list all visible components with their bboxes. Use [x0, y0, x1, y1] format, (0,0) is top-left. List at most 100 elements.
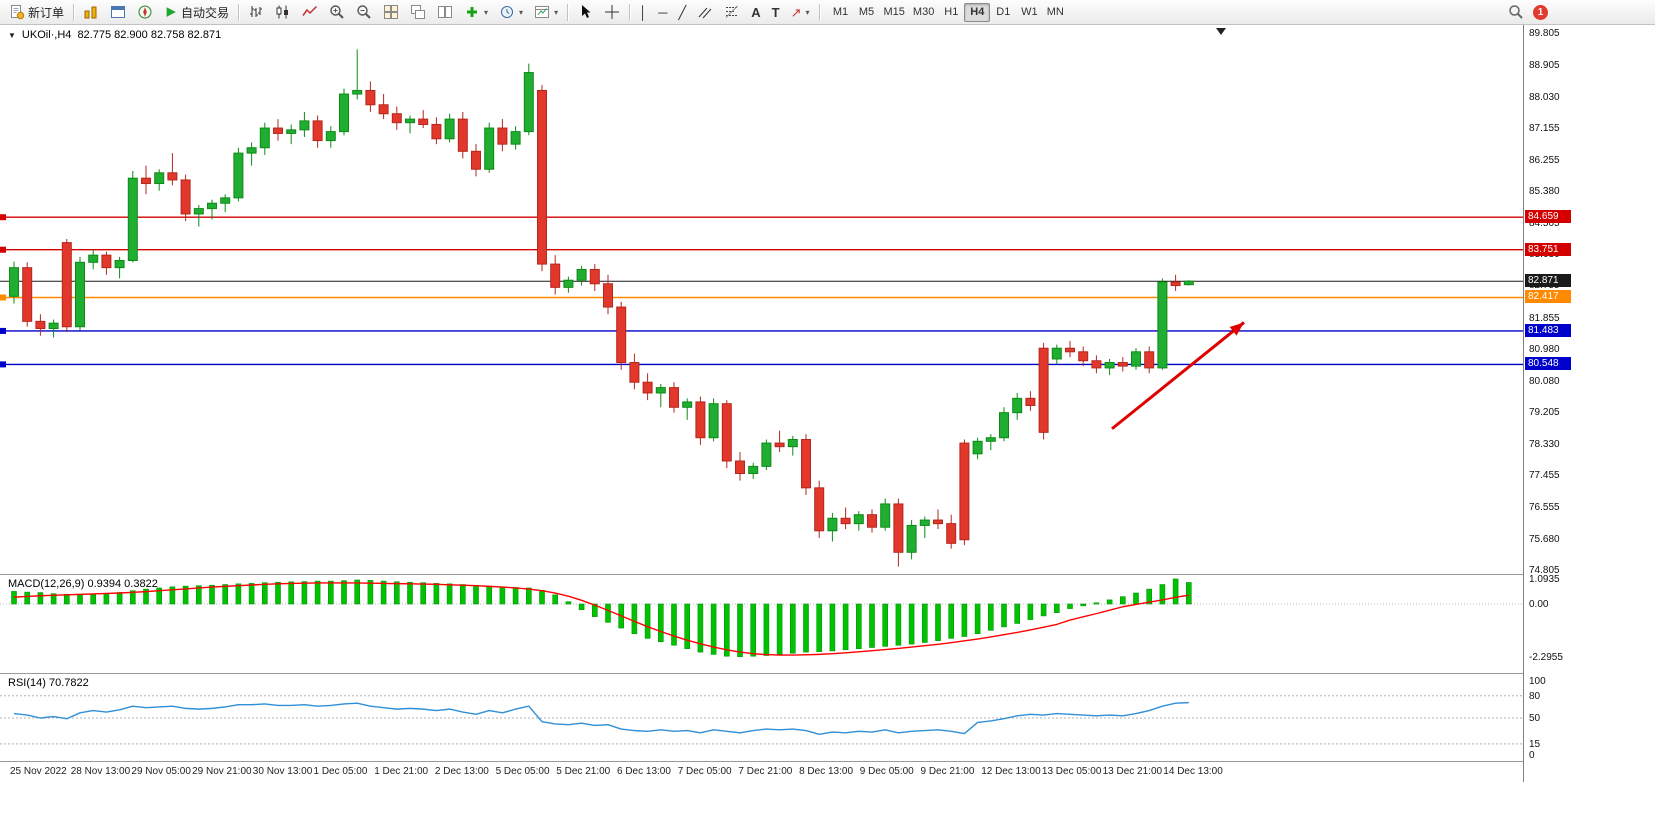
macd-histogram-bar [829, 603, 836, 652]
candle [339, 93, 349, 133]
template-button[interactable]: ▾ [529, 2, 563, 23]
tile-windows-button[interactable] [378, 2, 404, 23]
search-icon[interactable] [1508, 4, 1524, 20]
timeframe-d1[interactable]: D1 [990, 3, 1016, 22]
macd-histogram-bar [103, 593, 110, 605]
chart-ohlc-values: 82.775 82.900 82.758 82.871 [77, 29, 222, 41]
fibonacci-button[interactable] [719, 2, 745, 23]
price-tick-label: 81.855 [1529, 312, 1560, 324]
panel-divider[interactable] [0, 673, 1655, 674]
candle [1157, 281, 1168, 369]
time-tick-label: 6 Dec 13:00 [617, 766, 671, 777]
zoom-in-icon [330, 5, 344, 19]
macd-histogram-bar [1080, 603, 1086, 607]
horizontal-line-button[interactable]: ─ [653, 2, 672, 23]
trendline-icon: ╱ [678, 4, 687, 20]
time-tick-label: 9 Dec 05:00 [859, 766, 914, 777]
candle [444, 118, 455, 140]
panel-divider[interactable] [0, 761, 1655, 762]
macd-histogram-bar [11, 591, 17, 605]
price-badge[interactable]: 83.751 [1525, 242, 1571, 256]
bar-chart-button[interactable] [243, 2, 269, 23]
zoom-out-button[interactable] [351, 2, 377, 23]
arrows-button[interactable]: ↗ ▾ [786, 2, 815, 23]
new-order-icon [11, 5, 25, 20]
candle [787, 439, 798, 448]
candle [35, 320, 46, 330]
timeframe-h1[interactable]: H1 [938, 3, 964, 22]
candle [273, 127, 283, 134]
cursor-icon [582, 5, 591, 18]
macd-histogram-bar [1001, 603, 1007, 628]
macd-histogram-bar [182, 585, 189, 605]
time-tick-label: 12 Dec 13:00 [981, 766, 1041, 777]
timeframe-h4[interactable]: H4 [964, 2, 991, 22]
price-tick-label: 78.330 [1529, 438, 1560, 450]
macd-histogram-bar [367, 580, 374, 605]
timeframe-mn[interactable]: MN [1042, 3, 1068, 22]
trendline-button[interactable]: ╱ [673, 2, 691, 23]
cascade-windows-button[interactable] [405, 2, 431, 23]
market-watch-button[interactable] [78, 2, 104, 23]
price-axis[interactable]: 89.805 88.905 88.030 87.155 86.255 85.380 84.5… [1523, 25, 1655, 782]
notification-badge[interactable]: 1 [1533, 4, 1548, 20]
macd-histogram-bar [222, 584, 228, 605]
data-window-button[interactable] [105, 2, 131, 23]
price-tick-label: 75.680 [1529, 533, 1560, 545]
chart-menu-icon[interactable]: ▼ [8, 30, 16, 40]
navigator-button[interactable] [132, 2, 158, 23]
price-badge[interactable]: 82.871 [1525, 274, 1571, 288]
timeframe-w1[interactable]: W1 [1016, 3, 1042, 22]
candle [721, 403, 732, 462]
timeframe-m1[interactable]: M1 [828, 3, 854, 22]
cursor-button[interactable] [572, 2, 598, 23]
time-tick-label: 7 Dec 21:00 [738, 766, 793, 777]
price-panel[interactable]: ▼ UKOil·,H4 82.775 82.900 82.758 82.871 [0, 25, 1523, 574]
candle [1091, 360, 1102, 369]
toolbar-separator [818, 3, 820, 21]
candle [853, 514, 864, 525]
price-tick-label: 84.505 [1529, 217, 1560, 229]
macd-tick-label: 0.00 [1529, 599, 1549, 610]
rsi-line [13, 701, 1189, 735]
new-order-button[interactable]: 新订单 [4, 2, 69, 23]
price-badge[interactable]: 84.659 [1525, 210, 1571, 224]
text-label-button[interactable]: T [767, 2, 785, 23]
crosshair-button[interactable] [599, 2, 625, 23]
line-chart-button[interactable] [297, 2, 323, 23]
arrange-windows-button[interactable] [432, 2, 458, 23]
time-axis[interactable]: 25 Nov 2022 28 Nov 13:00 29 Nov 05:00 29 No… [0, 762, 1523, 782]
macd-histogram-bar [380, 580, 387, 605]
macd-panel[interactable]: MACD(12,26,9) 0.9394 0.3822 [0, 575, 1523, 673]
channel-button[interactable] [692, 2, 718, 23]
candle [946, 523, 957, 544]
scroll-position-marker[interactable] [1216, 28, 1226, 35]
zoom-in-button[interactable] [324, 2, 350, 23]
candle [563, 279, 574, 288]
timeframe-m5[interactable]: M5 [854, 3, 880, 22]
macd-histogram-bar [341, 580, 347, 605]
candle [299, 120, 310, 131]
price-badge[interactable]: 82.417 [1525, 290, 1571, 304]
price-badge[interactable]: 80.548 [1525, 357, 1571, 371]
add-indicator-button[interactable]: ▾ [459, 2, 493, 23]
candle [114, 260, 125, 269]
macd-histogram-bar [512, 587, 519, 605]
periods-button[interactable]: ▾ [494, 2, 528, 23]
macd-histogram-bar [737, 603, 743, 657]
candlestick-chart-button[interactable] [270, 2, 296, 23]
autotrading-button[interactable]: 自动交易 [159, 2, 234, 23]
timeframe-m30[interactable]: M30 [909, 3, 938, 22]
vertical-line-button[interactable]: │ [634, 2, 652, 23]
candle [893, 503, 904, 553]
text-button[interactable]: A [746, 2, 765, 23]
trend-arrow[interactable] [1111, 321, 1245, 430]
rsi-panel[interactable]: RSI(14) 70.7822 [0, 674, 1523, 761]
toolbar-separator [629, 3, 631, 21]
periods-clock-icon [501, 6, 514, 18]
macd-histogram-bar [578, 603, 585, 611]
price-tick-label: 87.155 [1529, 122, 1560, 134]
panel-divider[interactable] [0, 574, 1655, 575]
timeframe-m15[interactable]: M15 [880, 3, 909, 22]
price-badge[interactable]: 81.483 [1525, 323, 1571, 337]
